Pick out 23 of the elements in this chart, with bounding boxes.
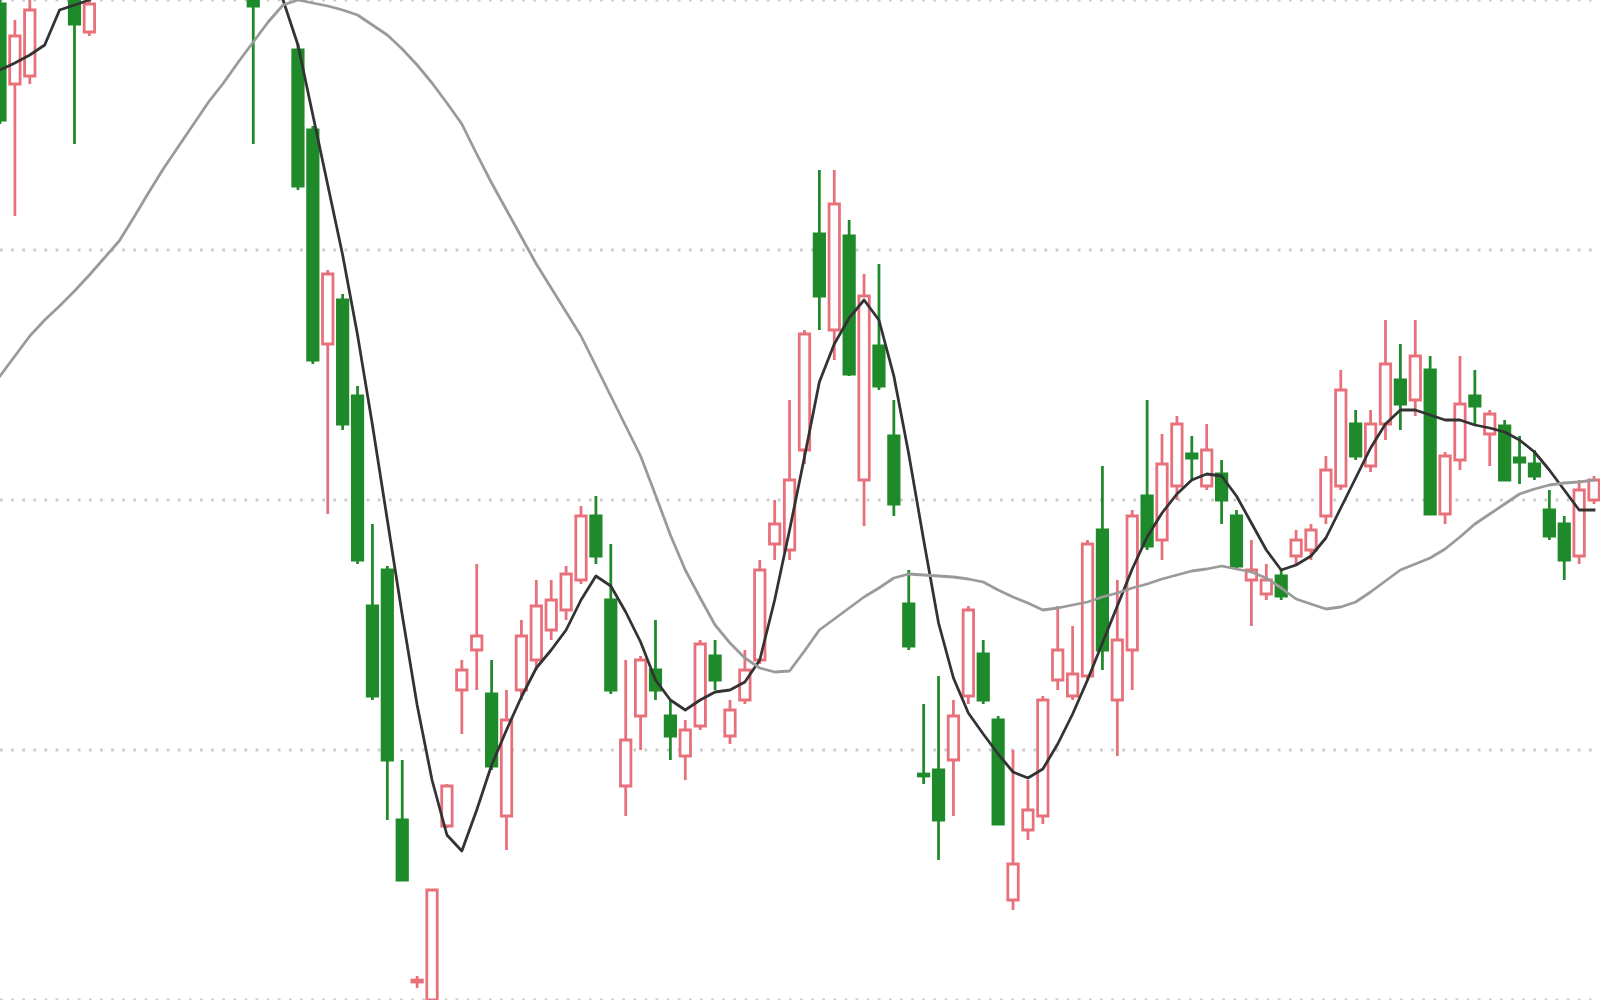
candlestick — [723, 698, 737, 746]
candlestick — [619, 658, 633, 818]
candlestick — [1468, 368, 1482, 426]
candlestick — [1408, 318, 1422, 418]
candlestick — [708, 638, 722, 692]
candlestick — [872, 262, 886, 392]
candlestick — [902, 568, 916, 652]
candlestick — [1527, 448, 1542, 482]
candlestick — [1393, 342, 1407, 432]
candlestick — [1349, 408, 1363, 462]
candlestick — [455, 658, 469, 736]
candlestick — [1006, 748, 1020, 912]
candlestick — [1185, 434, 1199, 482]
candlestick — [663, 698, 677, 762]
candlestick — [589, 494, 603, 566]
candlestick — [470, 562, 484, 692]
candlestick — [246, 0, 260, 146]
candlestick — [678, 718, 692, 782]
candlestick — [976, 638, 990, 706]
candlestick — [440, 782, 454, 830]
candlestick — [82, 0, 96, 38]
candlestick — [946, 698, 961, 818]
candlestick — [1200, 422, 1214, 492]
